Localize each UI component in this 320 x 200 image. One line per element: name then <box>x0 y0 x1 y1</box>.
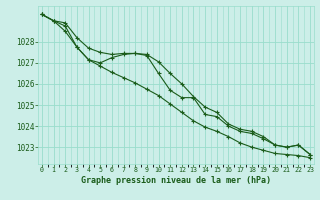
X-axis label: Graphe pression niveau de la mer (hPa): Graphe pression niveau de la mer (hPa) <box>81 176 271 185</box>
